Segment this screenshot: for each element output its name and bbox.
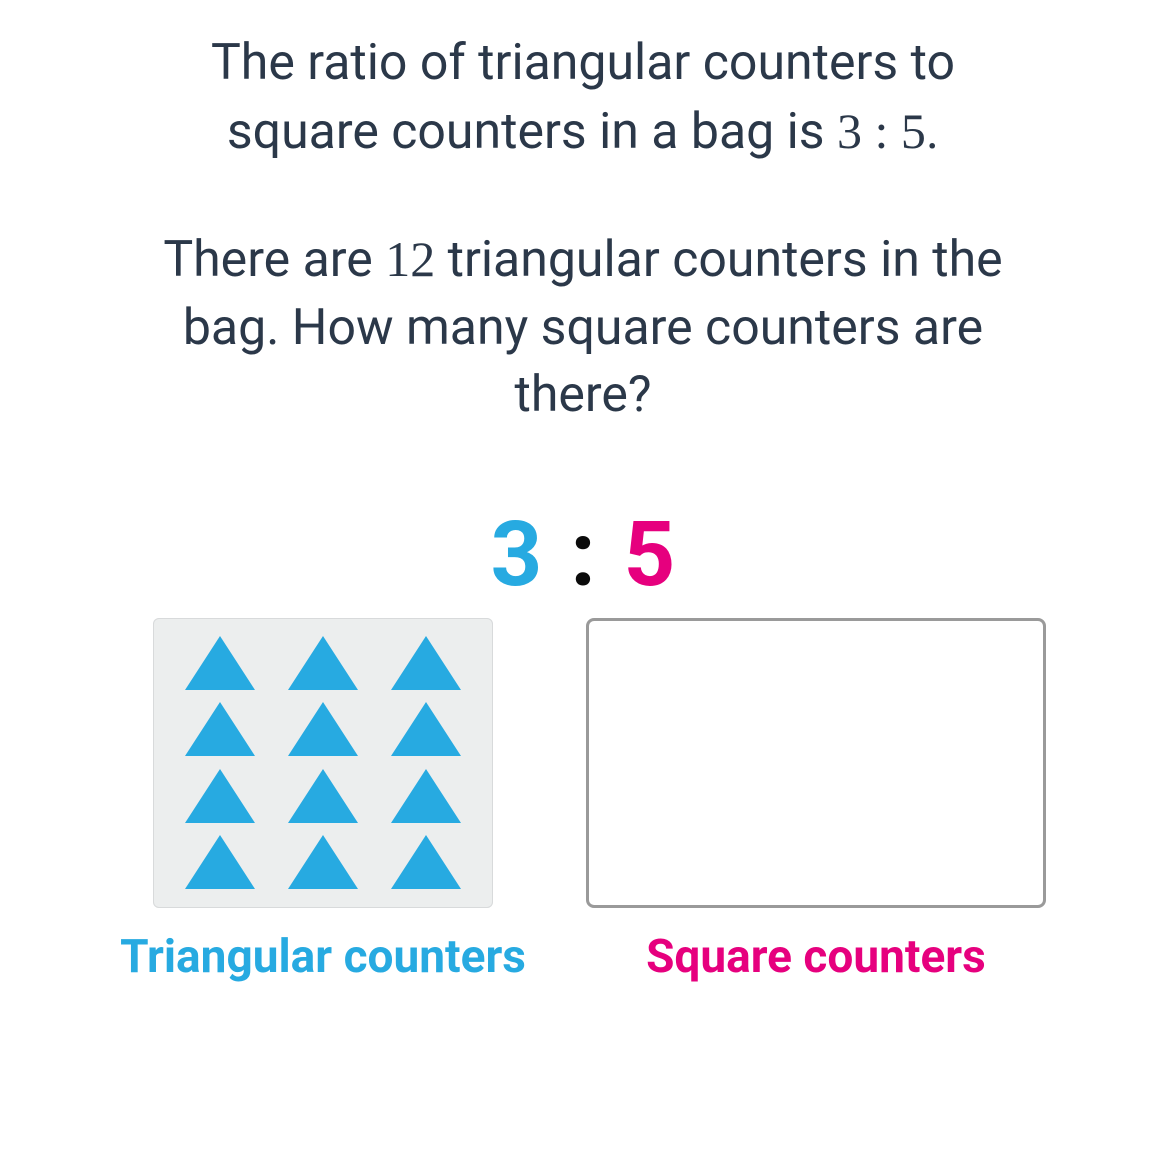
triangle-icon <box>181 833 259 891</box>
square-caption: Square counters <box>646 930 986 984</box>
triangle-icon <box>284 700 362 758</box>
q2-line4: bag. How many square counters are <box>183 299 983 357</box>
triangle-icon <box>181 767 259 825</box>
question-page: The ratio of triangular counters to squa… <box>0 0 1166 1166</box>
triangles-box <box>153 618 493 908</box>
q1-line1: The ratio of triangular counters to <box>211 34 955 92</box>
q2-line3-prefix: There are <box>163 231 385 289</box>
ratio-right-value: 5 <box>624 510 676 600</box>
answer-input-box[interactable] <box>586 618 1046 908</box>
triangle-icon <box>284 634 362 692</box>
triangle-icon <box>181 700 259 758</box>
question-paragraph-2: There are 12 triangular counters in the … <box>163 226 1002 430</box>
triangle-icon <box>387 700 465 758</box>
triangle-icon <box>284 833 362 891</box>
q1-ratio: 3 : 5 <box>837 103 926 159</box>
triangular-column: Triangular counters <box>120 618 526 984</box>
q2-line3-suffix: triangular counters in the <box>435 231 1002 289</box>
square-column: Square counters <box>586 618 1046 984</box>
triangle-icon <box>181 634 259 692</box>
ratio-left-value: 3 <box>491 510 543 600</box>
triangular-caption: Triangular counters <box>120 930 526 984</box>
ratio-display: 3 : 5 <box>491 510 676 600</box>
triangle-icon <box>387 634 465 692</box>
q2-line5: there? <box>514 366 651 424</box>
triangle-icon <box>284 767 362 825</box>
triangle-icon <box>387 833 465 891</box>
q1-line2-prefix: square counters in a bag is <box>227 103 837 161</box>
triangle-icon <box>387 767 465 825</box>
q2-count: 12 <box>385 231 435 287</box>
diagram-row: Triangular counters Square counters <box>20 618 1146 984</box>
question-paragraph-1: The ratio of triangular counters to squa… <box>211 30 955 166</box>
q1-line2-suffix: . <box>926 103 939 161</box>
ratio-colon: : <box>570 510 595 600</box>
